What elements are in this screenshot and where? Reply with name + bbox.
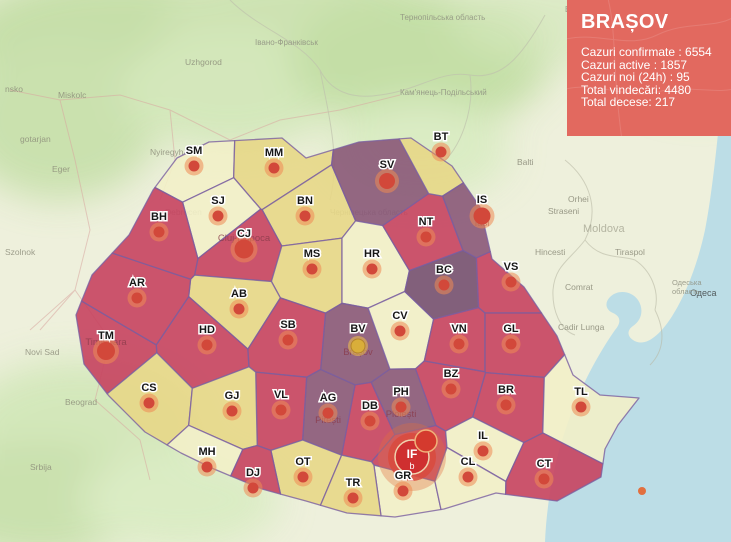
svg-text:TR: TR bbox=[346, 477, 361, 489]
svg-text:HD: HD bbox=[199, 324, 215, 336]
svg-text:SM: SM bbox=[186, 145, 203, 157]
svg-text:PH: PH bbox=[393, 386, 408, 398]
svg-text:SV: SV bbox=[380, 159, 395, 171]
svg-text:CL: CL bbox=[461, 456, 476, 468]
svg-text:TL: TL bbox=[574, 386, 588, 398]
svg-text:AG: AG bbox=[320, 392, 337, 404]
svg-text:BN: BN bbox=[297, 195, 313, 207]
svg-text:MH: MH bbox=[198, 446, 215, 458]
svg-text:GR: GR bbox=[395, 470, 412, 482]
svg-text:GJ: GJ bbox=[225, 390, 240, 402]
svg-text:CV: CV bbox=[392, 310, 408, 322]
svg-text:SB: SB bbox=[280, 319, 295, 331]
svg-text:MS: MS bbox=[304, 248, 321, 260]
svg-text:BZ: BZ bbox=[444, 368, 459, 380]
svg-text:IS: IS bbox=[477, 194, 487, 206]
svg-text:CJ: CJ bbox=[237, 228, 251, 240]
svg-text:NT: NT bbox=[419, 216, 434, 228]
svg-text:MM: MM bbox=[265, 147, 283, 159]
svg-text:VS: VS bbox=[504, 261, 519, 273]
svg-text:DJ: DJ bbox=[246, 467, 260, 479]
svg-text:VN: VN bbox=[451, 323, 466, 335]
svg-text:BC: BC bbox=[436, 264, 452, 276]
svg-text:VL: VL bbox=[274, 389, 288, 401]
svg-text:SJ: SJ bbox=[211, 195, 224, 207]
svg-text:BR: BR bbox=[498, 384, 514, 396]
svg-text:OT: OT bbox=[295, 456, 311, 468]
svg-text:HR: HR bbox=[364, 248, 380, 260]
svg-text:GL: GL bbox=[503, 323, 519, 335]
svg-text:BH: BH bbox=[151, 211, 167, 223]
svg-text:AB: AB bbox=[231, 288, 247, 300]
svg-text:IL: IL bbox=[478, 430, 488, 442]
svg-text:AR: AR bbox=[129, 277, 145, 289]
svg-text:CS: CS bbox=[141, 382, 156, 394]
svg-text:TM: TM bbox=[98, 330, 114, 342]
svg-text:BT: BT bbox=[434, 131, 449, 143]
svg-text:BV: BV bbox=[350, 323, 366, 335]
svg-text:IF: IF bbox=[407, 447, 418, 461]
svg-text:CT: CT bbox=[537, 458, 552, 470]
svg-text:DB: DB bbox=[362, 400, 378, 412]
